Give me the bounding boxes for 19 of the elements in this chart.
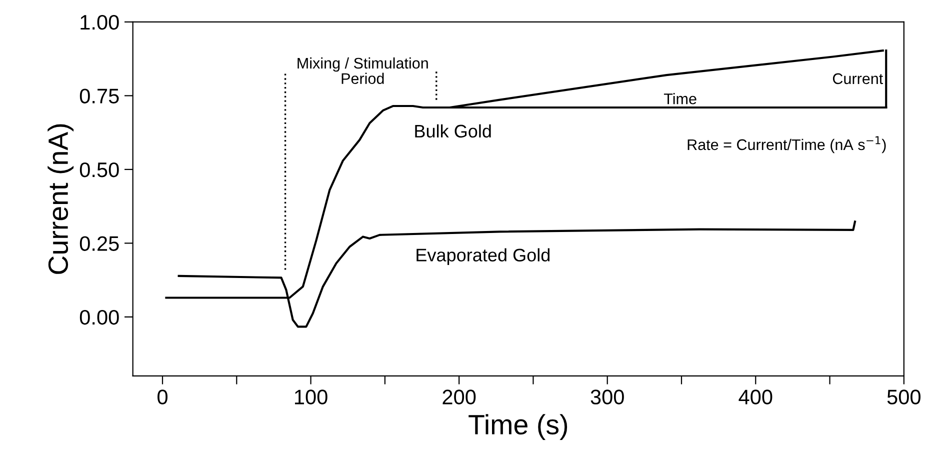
x-axis-title: Time (s) [468, 414, 568, 440]
annotation: Mixing / Stimulation Period [298, 57, 428, 84]
x-tick-label: 300 [590, 390, 624, 404]
annotation: Bulk Gold [415, 124, 491, 138]
annotation: Evaporated Gold [416, 248, 550, 266]
y-tick-label: 0.50 [80, 162, 119, 178]
y-tick-label: 0.25 [80, 236, 119, 251]
x-tick-label: 100 [294, 390, 328, 404]
y-tick-label: 0.00 [80, 310, 119, 325]
x-tick-label: 0 [158, 390, 168, 404]
annotation: Current [832, 73, 884, 84]
y-tick-label: 1.00 [80, 14, 119, 30]
x-tick-label: 400 [738, 390, 772, 404]
annotation: Time [664, 93, 696, 104]
y-axis-title: Current (nA) [48, 124, 74, 274]
x-tick-label: 200 [442, 390, 476, 404]
x-tick-label: 500 [887, 390, 920, 404]
y-tick-label: 0.75 [80, 88, 119, 104]
annotation: Rate = Current/Time (nA s$^{−1}$) [688, 136, 886, 154]
